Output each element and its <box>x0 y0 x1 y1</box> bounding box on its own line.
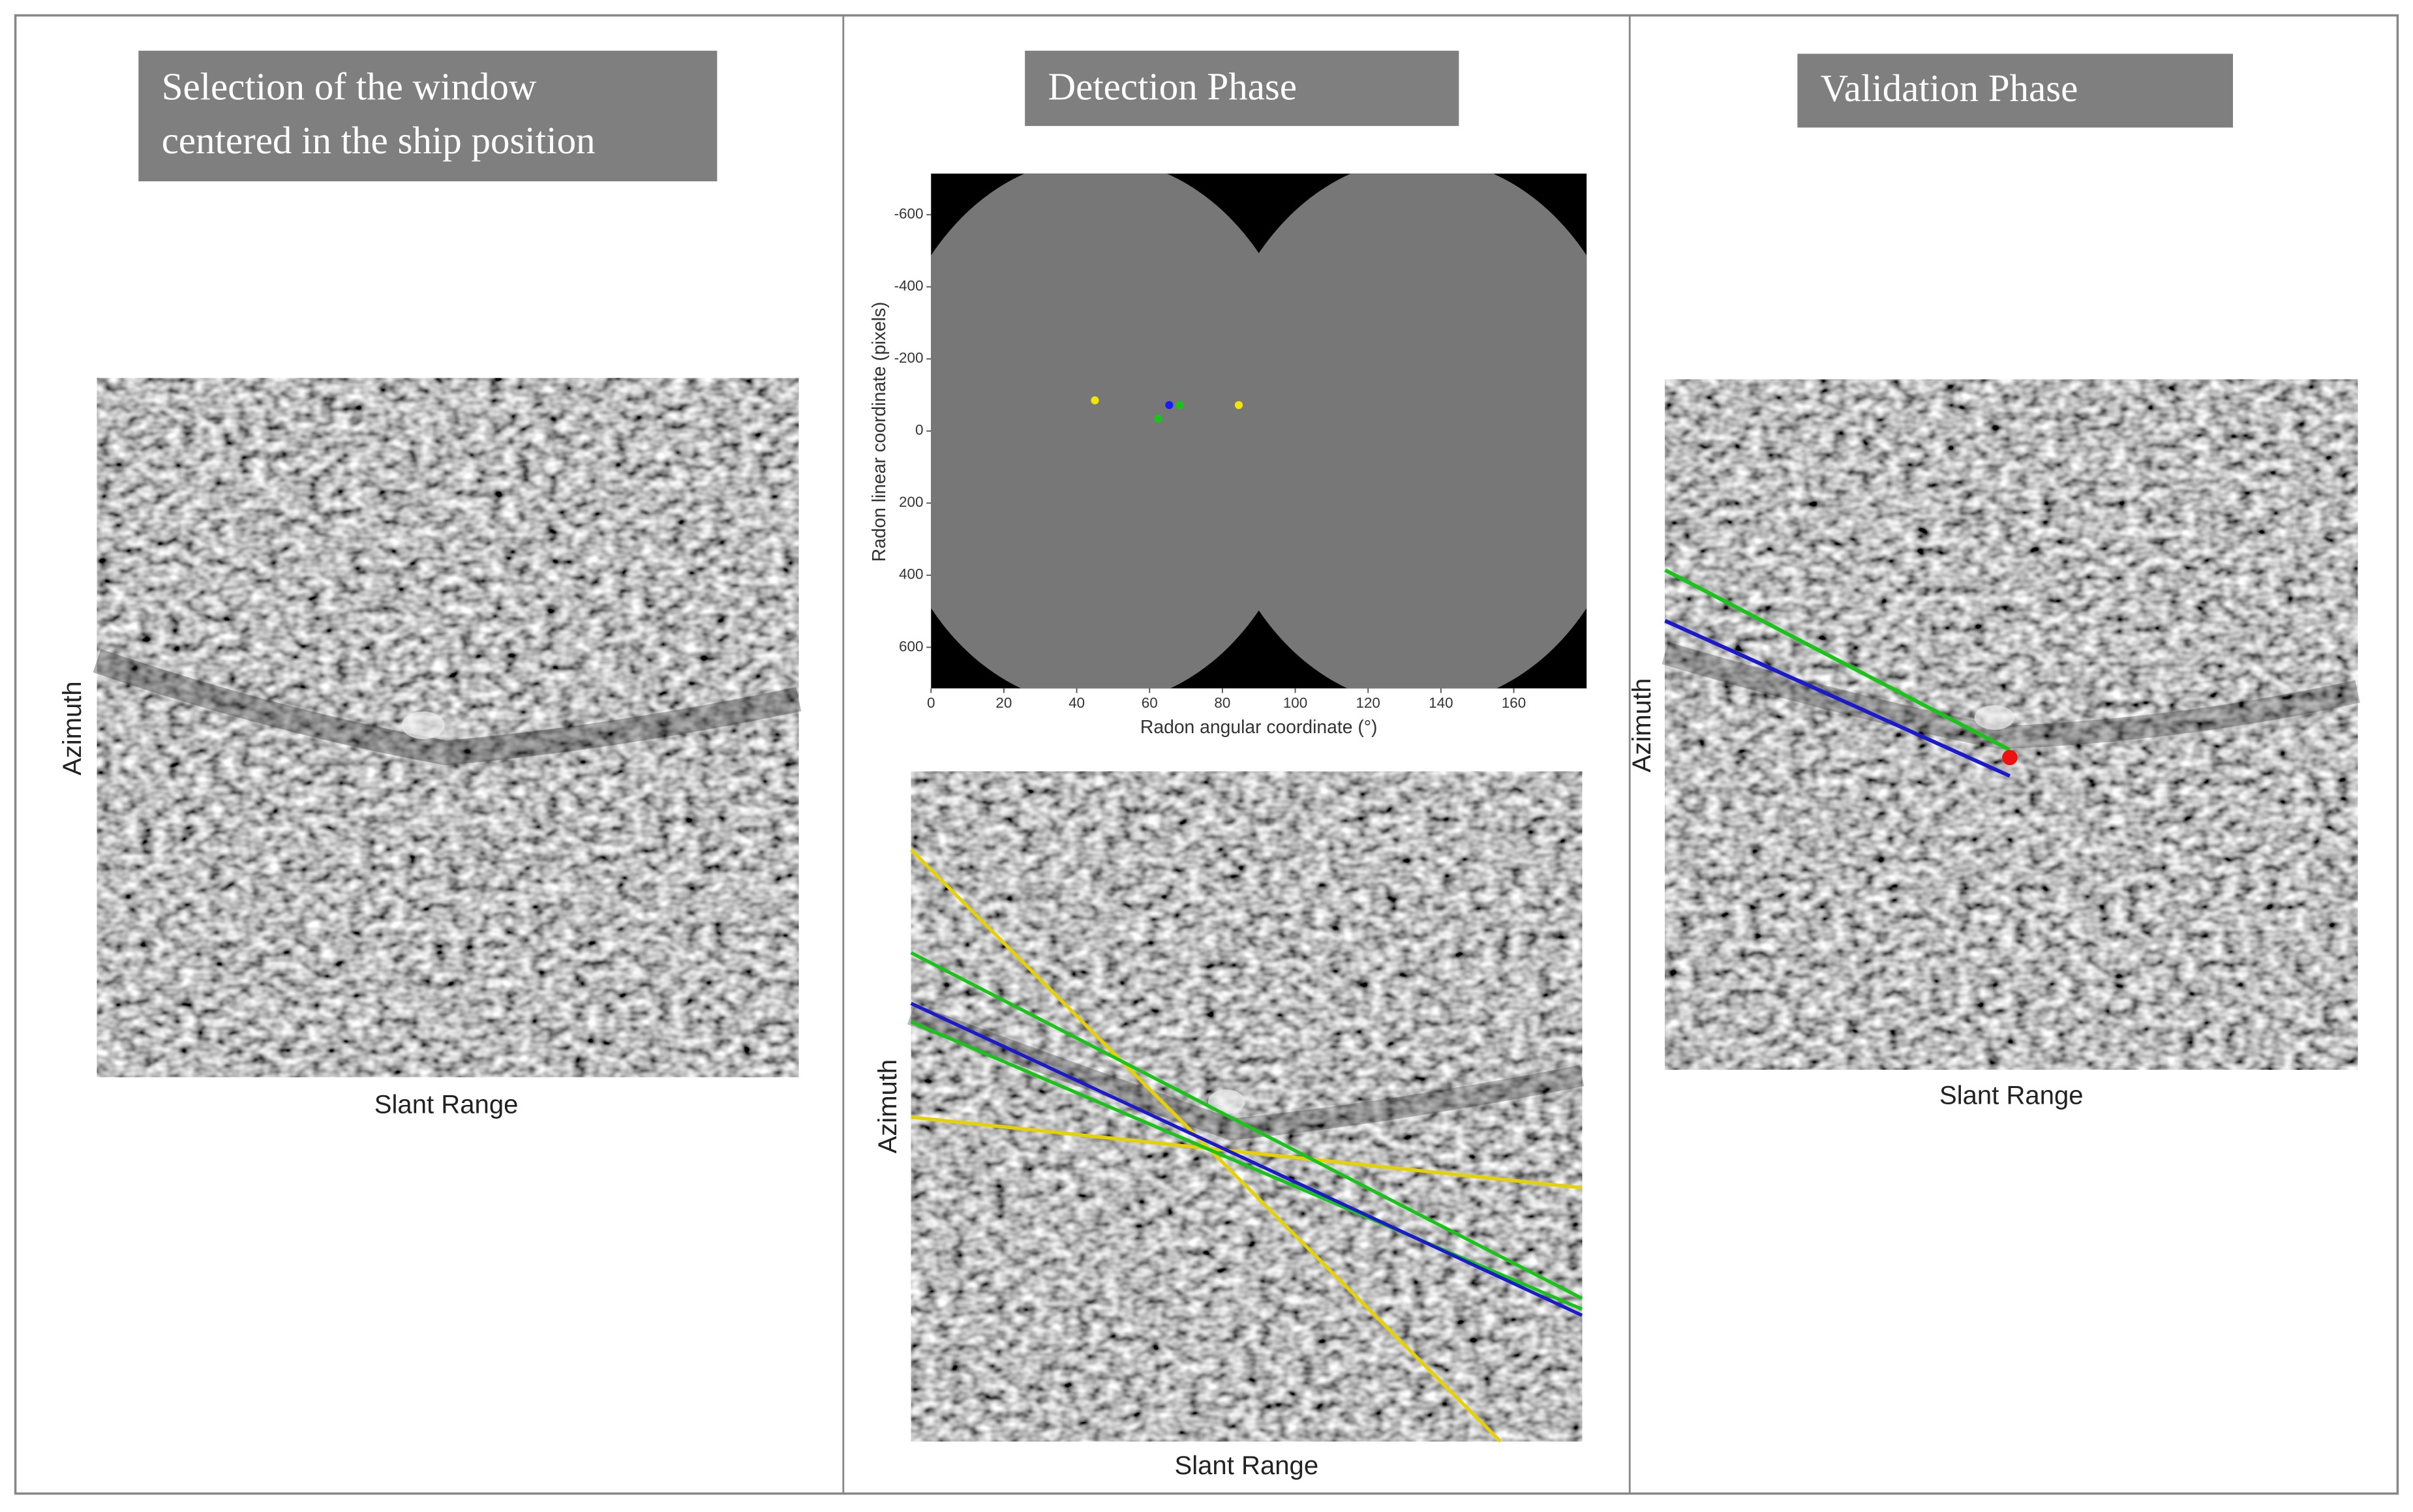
y-tick-label: 200 <box>899 494 923 510</box>
radon-lobe <box>931 174 1311 689</box>
y-tick-label: -200 <box>894 350 924 366</box>
axis-label: Radon angular coordinate (°) <box>1140 716 1378 737</box>
radon-peak <box>1165 401 1174 410</box>
x-tick-label: 40 <box>1069 695 1085 711</box>
radon-plot: Radon angular coordinate (°) Radon linea… <box>868 174 1587 737</box>
panel-title: Selection of the window <box>162 65 537 108</box>
title-box <box>1797 53 2233 128</box>
panel-title: centered in the ship position <box>162 119 596 162</box>
ship <box>401 711 445 740</box>
ship-position <box>2002 749 2018 766</box>
title-box <box>1025 50 1459 127</box>
sar-image <box>911 771 1583 1442</box>
radon-lobe <box>1206 174 1587 689</box>
x-tick-label: 80 <box>1214 695 1230 711</box>
axis-label: Radon linear coordinate (pixels) <box>868 302 889 562</box>
detected-lines <box>909 848 1583 1443</box>
ship <box>1207 1089 1245 1114</box>
y-tick-label: -400 <box>894 278 924 294</box>
candidate-line <box>910 951 1583 1300</box>
candidate-line <box>909 848 1502 1443</box>
validated-line <box>1664 568 2011 752</box>
ship-wake <box>93 649 802 766</box>
axis-label: Slant Range <box>1939 1081 2084 1110</box>
radon-peak <box>1176 401 1184 410</box>
x-tick-label: 120 <box>1356 695 1380 711</box>
ship-wake <box>1662 642 2360 749</box>
sar-image <box>97 378 799 1078</box>
axis-label: Slant Range <box>1174 1451 1318 1480</box>
candidate-line <box>911 1115 1583 1190</box>
candidate-line <box>910 1001 1583 1317</box>
y-tick-label: -600 <box>894 205 924 222</box>
ship <box>1974 705 2015 730</box>
candidate-line <box>910 1020 1583 1311</box>
x-tick-label: 140 <box>1429 695 1453 711</box>
sar-image <box>1665 379 2358 1070</box>
axis-label: Slant Range <box>374 1091 519 1119</box>
panel-title: Validation Phase <box>1821 67 2078 110</box>
radon-peak <box>1091 396 1099 404</box>
x-tick-label: 100 <box>1283 695 1307 711</box>
x-tick-label: 20 <box>995 695 1012 711</box>
validated-line <box>1664 619 2011 778</box>
title-box <box>138 50 718 181</box>
x-tick-label: 0 <box>927 695 935 711</box>
y-tick-label: 600 <box>899 638 923 654</box>
y-tick-label: 0 <box>915 422 923 438</box>
axis-label: Azimuth <box>58 681 87 776</box>
y-tick-label: 400 <box>899 566 923 582</box>
panel-title: Detection Phase <box>1048 65 1298 108</box>
axis-label: Azimuth <box>873 1059 902 1154</box>
x-tick-label: 60 <box>1142 695 1158 711</box>
radon-peak <box>1154 414 1162 423</box>
x-tick-label: 160 <box>1502 695 1526 711</box>
axis-label: Azimuth <box>1628 678 1656 773</box>
radon-peak <box>1234 401 1243 410</box>
